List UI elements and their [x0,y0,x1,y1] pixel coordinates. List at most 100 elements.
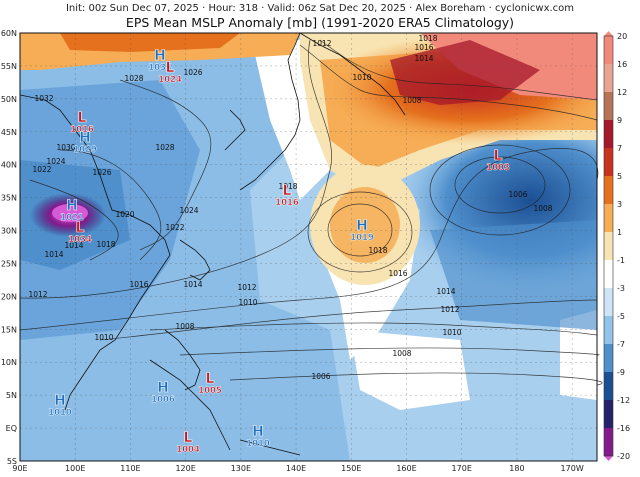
center-value: 1034 [148,63,172,73]
center-value: 1005 [198,386,222,396]
center-value: 1006 [151,395,175,405]
isobar-labels: 1012 1018 1016 1014 1010 1008 1028 1026 1032 1030… [28,34,552,381]
lon-label: 90E [12,464,27,473]
lat-label: 45N [1,128,17,137]
isobar-value-label: 1024 [46,157,65,166]
isobar-value-label: 1032 [34,94,53,103]
lat-label: 30N [1,227,17,236]
isobar-value-label: 1022 [32,165,51,174]
lon-label: 180 [509,464,524,473]
colorbar-tick-label: -1 [617,256,625,265]
center-value: 1003 [486,163,510,173]
isobar-value-label: 1008 [533,204,552,213]
center-letter: L [76,220,85,236]
lat-label: 55N [1,62,17,71]
lat-label: 50N [1,95,17,104]
colorbar-swatch [604,316,613,345]
center-value: 1024 [158,75,182,85]
isobar-value-label: 1030 [56,143,75,152]
colorbar-swatch [604,92,613,121]
isobar-value-label: 1018 [96,240,115,249]
center-value: 1010 [246,439,270,449]
center-letter: L [78,110,87,126]
center-value: 1004 [176,445,200,455]
isobar-value-label: 1006 [508,190,527,199]
lat-label: 40N [1,161,17,170]
lon-label: 130E [231,464,251,473]
center-letter: H [54,393,66,409]
isobar-value-label: 1006 [311,372,330,381]
colorbar-swatch [604,260,613,289]
lon-label: 140E [286,464,306,473]
colorbar-tick-label: -12 [617,396,630,405]
center-letter: L [283,183,292,199]
center-value: 1034 [68,235,92,245]
map-frame [19,32,598,462]
colorbar-tick-label: 9 [617,116,622,125]
colorbar-swatch [604,120,613,149]
lat-label: 10N [1,358,17,367]
isobar-value-label: 1008 [402,96,421,105]
colorbar-swatch [604,232,613,261]
isobar-value-label: 1016 [129,280,148,289]
isobar-value-label: 1018 [278,182,297,191]
colorbar-swatch [604,176,613,205]
isobar-value-label: 1014 [44,250,63,259]
colorbar-swatch [604,400,613,429]
lat-label: 5N [6,391,17,400]
lon-label: 170W [561,464,584,473]
colorbar-tick-label: -16 [617,424,630,433]
isobar-value-label: 1012 [312,39,331,48]
isobar-value-label: 1020 [115,210,134,219]
center-value: 1021 [60,213,84,223]
colorbar-tick-label: 16 [617,60,627,69]
isobar-value-label: 1018 [418,34,437,43]
isobar-value-label: 1012 [28,290,47,299]
isobar-value-label: 1026 [92,168,111,177]
lon-label: 160E [396,464,416,473]
colorbar-swatch [604,36,613,65]
colorbar-swatch [604,64,613,93]
colorbar-tick-label: 20 [617,32,627,41]
colorbar-tick-label: 5 [617,172,622,181]
header-info-line: Init: 00z Sun Dec 07, 2025 · Hour: 318 ·… [65,3,575,14]
isobar-value-label: 1024 [179,206,198,215]
center-letter: L [184,430,193,446]
latitude-labels: 60N 55N 50N 45N 40N 35N 30N 25N 20N 15N 10N 5N EQ 5S [1,29,17,466]
coastlines [20,33,406,456]
isobar-value-label: 1014 [183,280,202,289]
center-letter: L [494,148,503,164]
center-letter: H [356,218,368,234]
lat-label: EQ [6,424,17,433]
colorbar: 20 16 12 9 7 5 3 1 -1 -3 -5 -7 -9 -12 -16 -20 [603,31,630,461]
lon-label: 110E [120,464,140,473]
isobar-value-label: 1010 [442,328,461,337]
isobar-value-label: 1028 [124,74,143,83]
colorbar-tick-label: 3 [617,200,622,209]
colorbar-tick-label: -9 [617,368,625,377]
center-letter: L [166,60,175,76]
anomaly-field [20,33,597,461]
lat-label: 15N [1,325,17,334]
isobar-value-label: 1012 [237,283,256,292]
colorbar-tick-label: -3 [617,284,625,293]
lat-label: 20N [1,292,17,301]
lon-label: 120E [175,464,195,473]
center-letter: H [79,130,91,146]
lon-label: 170E [452,464,472,473]
isobar-value-label: 1008 [392,349,411,358]
lat-label: 5S [7,457,17,466]
lon-label: 100E [65,464,85,473]
colorbar-tick-label: 1 [617,228,622,237]
isobar-value-label: 1014 [414,54,433,63]
map-title: EPS Mean MSLP Anomaly [mb] (1991-2020 ER… [125,15,515,30]
colorbar-swatch [604,204,613,233]
